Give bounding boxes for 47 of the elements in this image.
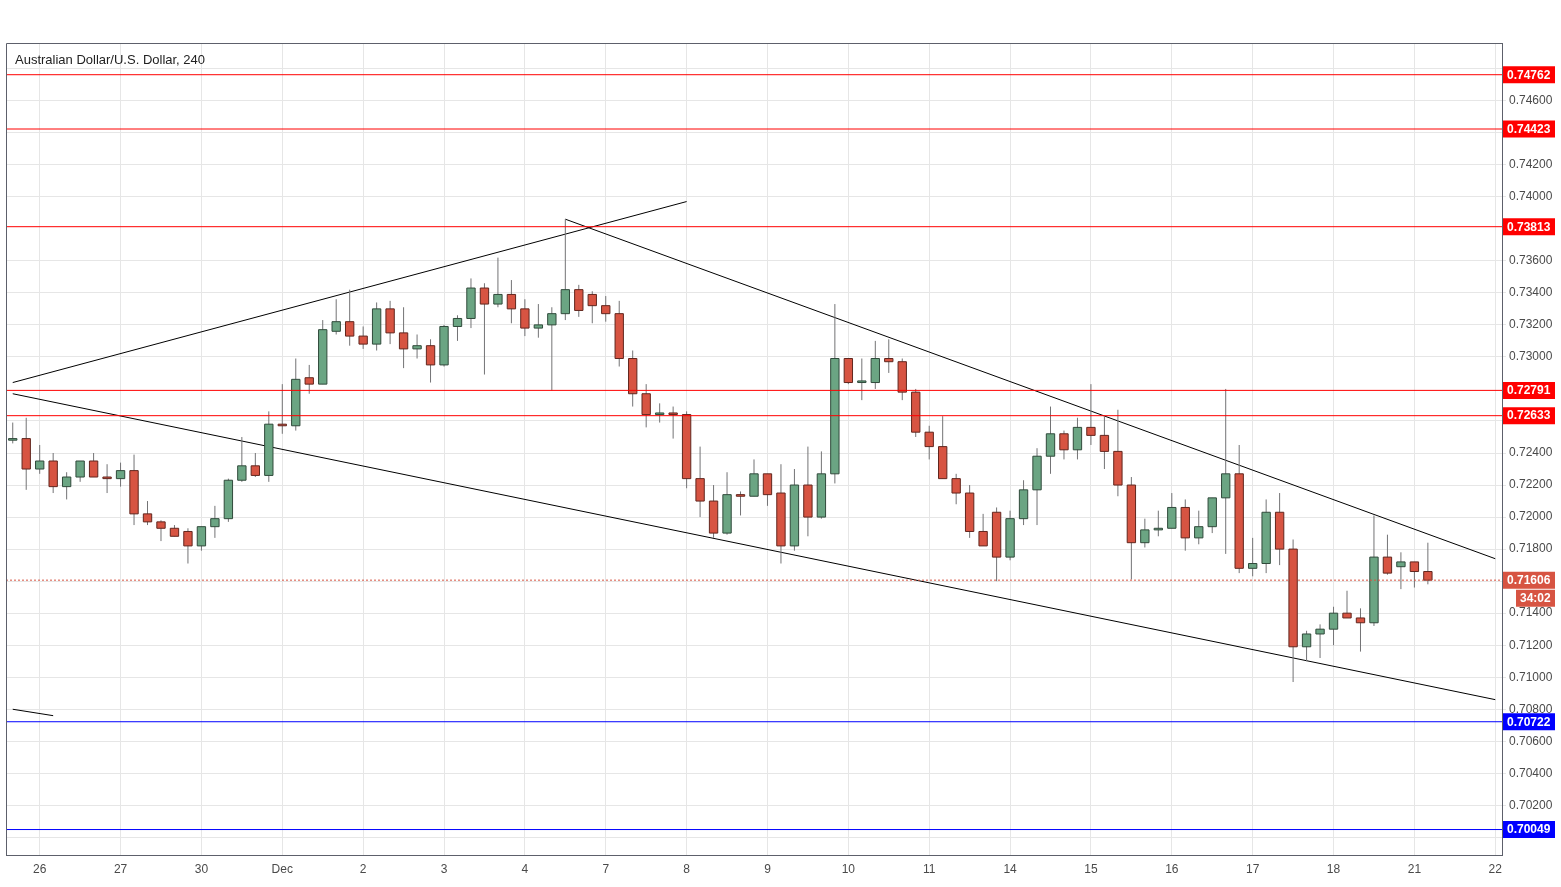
- y-tick-label: 0.70600: [1509, 733, 1553, 748]
- y-tick-label: 0.72000: [1509, 509, 1553, 524]
- x-tick-label: 22: [1488, 861, 1503, 876]
- y-tick-label: 0.73000: [1509, 349, 1553, 364]
- y-tick-label: 0.72400: [1509, 445, 1553, 460]
- x-tick-label: 14: [1003, 861, 1018, 876]
- text: 34:02: [1520, 590, 1552, 605]
- ref-line-label: 0.74762: [1507, 67, 1551, 82]
- y-tick-label: 0.74000: [1509, 189, 1553, 204]
- ref-line-label: 0.70049: [1507, 822, 1551, 837]
- x-tick-label: 9: [764, 861, 772, 876]
- x-tick-label: 21: [1407, 861, 1422, 876]
- y-tick-label: 0.70400: [1509, 765, 1553, 780]
- x-tick-label: 11: [922, 861, 936, 876]
- ref-line-label: 0.71606: [1507, 572, 1551, 587]
- ref-line-label: 0.72791: [1507, 383, 1551, 398]
- x-tick-label: 27: [113, 861, 128, 876]
- y-tick-label: 0.74200: [1509, 157, 1553, 172]
- x-tick-label: 7: [602, 861, 610, 876]
- x-tick-label: 3: [440, 861, 448, 876]
- x-tick-label: 4: [521, 861, 529, 876]
- x-tick-label: 10: [841, 861, 856, 876]
- ref-line-label: 0.74423: [1507, 121, 1551, 136]
- y-tick-label: 0.71800: [1509, 541, 1553, 556]
- ref-line-label: 0.73813: [1507, 219, 1551, 234]
- x-tick-label: 16: [1165, 861, 1179, 876]
- x-tick-label: 15: [1084, 861, 1098, 876]
- x-tick-label: 30: [194, 861, 209, 876]
- x-tick-label: 26: [33, 861, 47, 876]
- text: Australian Dollar/U.S. Dollar, 240: [15, 51, 206, 67]
- y-tick-label: 0.73400: [1509, 285, 1553, 300]
- ref-line-label: 0.72633: [1507, 408, 1551, 423]
- y-tick-label: 0.74600: [1509, 92, 1553, 107]
- ref-line-label: 0.70722: [1507, 714, 1551, 729]
- y-tick-label: 0.73200: [1509, 317, 1553, 332]
- y-tick-label: 0.71200: [1509, 637, 1553, 652]
- x-tick-label: 8: [683, 861, 691, 876]
- x-tick-label: 2: [359, 861, 367, 876]
- y-tick-label: 0.70800: [1509, 701, 1553, 716]
- y-tick-label: 0.70200: [1509, 797, 1553, 812]
- x-tick-label: Dec: [271, 861, 293, 876]
- y-tick-label: 0.73600: [1509, 253, 1553, 268]
- x-tick-label: 17: [1245, 861, 1260, 876]
- y-tick-label: 0.71400: [1509, 605, 1553, 620]
- y-tick-label: 0.71000: [1509, 669, 1553, 684]
- y-tick-label: 0.72200: [1509, 477, 1553, 492]
- x-tick-label: 18: [1326, 861, 1341, 876]
